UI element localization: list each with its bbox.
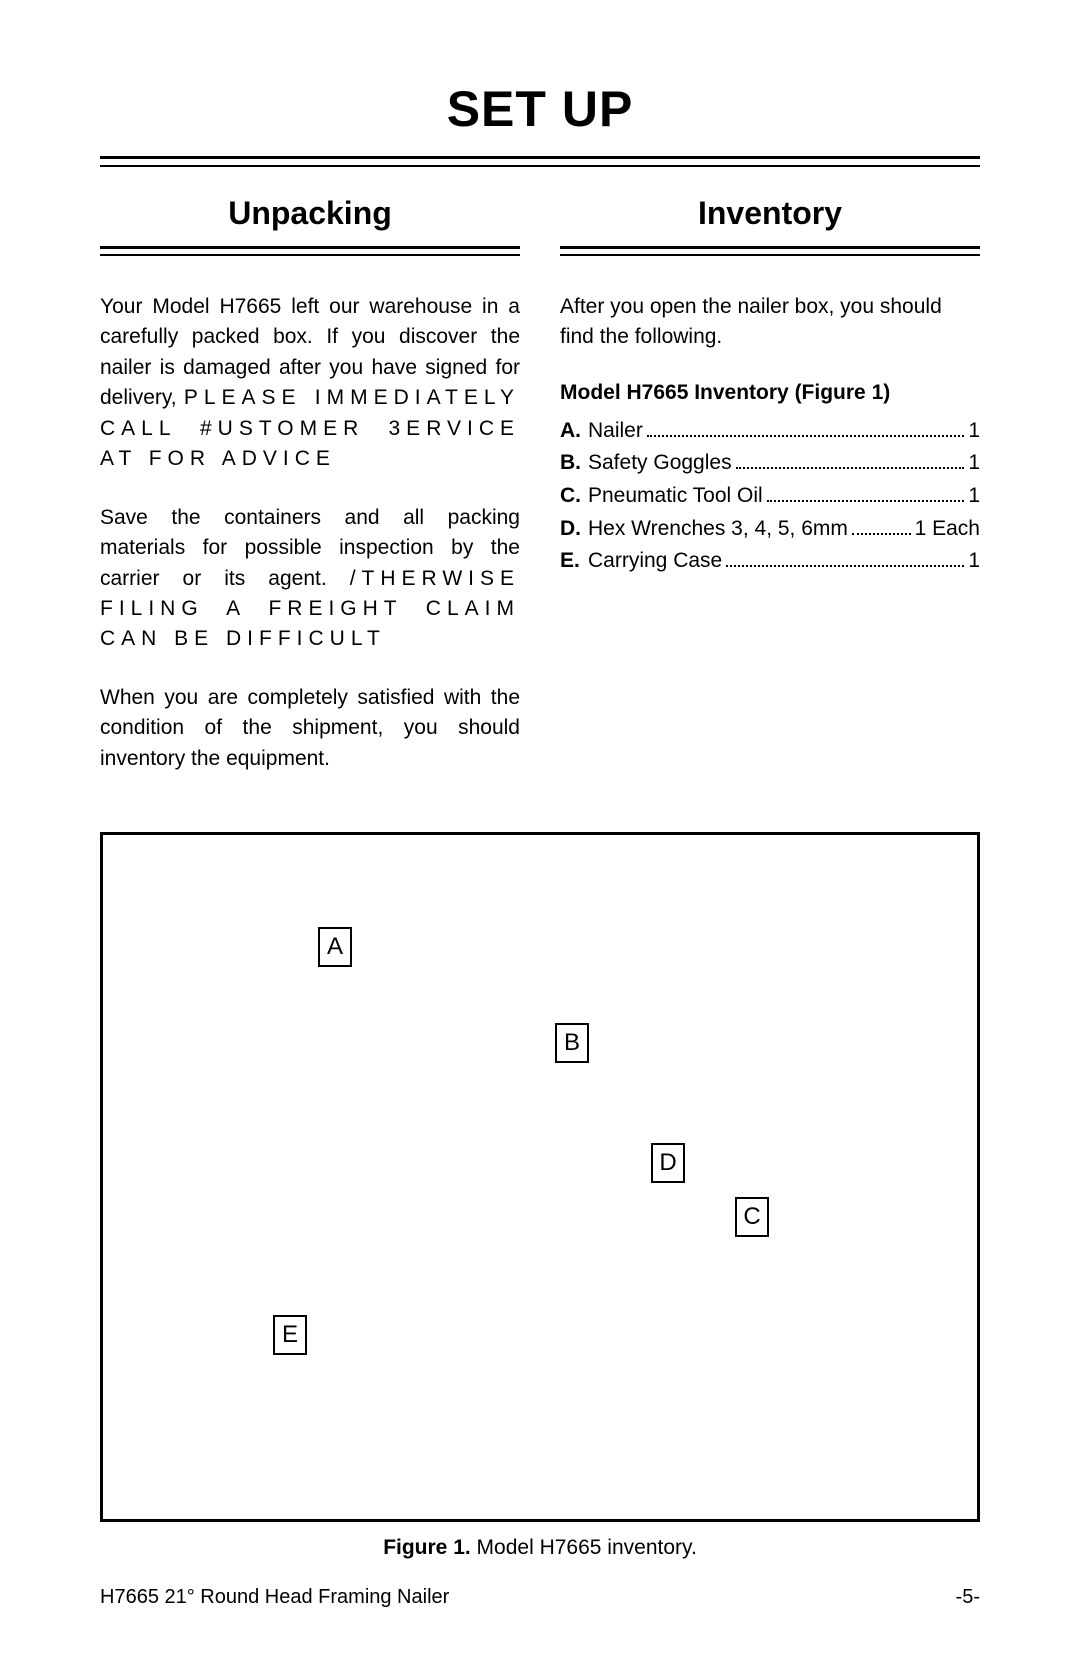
figure-callout: E (273, 1315, 307, 1355)
manual-page: SET UP Unpacking Your Model H7665 left o… (0, 0, 1080, 1669)
figure-caption-bold: Figure 1. (383, 1536, 471, 1559)
inv-qty: 1 (968, 545, 980, 578)
inv-letter: C. (560, 480, 588, 513)
left-column: Unpacking Your Model H7665 left our ware… (100, 195, 520, 802)
inv-qty: 1 Each (915, 513, 980, 546)
figure-callout: D (651, 1143, 685, 1183)
inv-letter: E. (560, 545, 588, 578)
inv-dots (852, 516, 911, 535)
figure-caption: Figure 1. Model H7665 inventory. (100, 1536, 980, 1560)
inv-dots (736, 451, 965, 470)
inv-letter: D. (560, 513, 588, 546)
unpacking-para-2: Save the containers and all packing mate… (100, 503, 520, 655)
rule-top-1 (100, 156, 980, 159)
unpacking-para-3: When you are completely satisfied with t… (100, 683, 520, 774)
figure-box: A B D C E (100, 832, 980, 1522)
inventory-intro: After you open the nailer box, you shoul… (560, 292, 980, 353)
inv-qty: 1 (968, 480, 980, 513)
inventory-item: A. Nailer 1 (560, 415, 980, 448)
inventory-item: C. Pneumatic Tool Oil 1 (560, 480, 980, 513)
inv-name: Hex Wrenches 3, 4, 5, 6mm (588, 513, 848, 546)
figure-callout: A (318, 927, 352, 967)
right-column: Inventory After you open the nailer box,… (560, 195, 980, 802)
inv-name: Safety Goggles (588, 447, 732, 480)
rule-left-1 (100, 246, 520, 249)
inv-dots (726, 548, 964, 567)
inv-name: Nailer (588, 415, 643, 448)
inventory-item: E. Carrying Case 1 (560, 545, 980, 578)
inventory-item: D. Hex Wrenches 3, 4, 5, 6mm 1 Each (560, 513, 980, 546)
figure-caption-text: Model H7665 inventory. (471, 1536, 697, 1559)
inventory-list: A. Nailer 1 B. Safety Goggles 1 C. Pneum… (560, 415, 980, 578)
figure-callout: C (735, 1197, 769, 1237)
inventory-list-heading: Model H7665 Inventory (Figure 1) (560, 381, 980, 405)
unpacking-para-1: Your Model H7665 left our warehouse in a… (100, 292, 520, 475)
inv-qty: 1 (968, 415, 980, 448)
two-column-layout: Unpacking Your Model H7665 left our ware… (100, 195, 980, 802)
rule-left-2 (100, 254, 520, 256)
inv-dots (767, 483, 965, 502)
footer-left: H7665 21° Round Head Framing Nailer (100, 1586, 449, 1609)
figure-callout: B (555, 1023, 589, 1063)
inventory-item: B. Safety Goggles 1 (560, 447, 980, 480)
page-footer: H7665 21° Round Head Framing Nailer -5- (100, 1586, 980, 1609)
inv-letter: A. (560, 415, 588, 448)
inv-qty: 1 (968, 447, 980, 480)
inv-dots (647, 418, 964, 437)
inv-name: Carrying Case (588, 545, 722, 578)
page-title: SET UP (100, 80, 980, 138)
rule-top-2 (100, 165, 980, 167)
inventory-heading: Inventory (560, 195, 980, 232)
rule-right-2 (560, 254, 980, 256)
footer-page-number: -5- (956, 1586, 980, 1609)
unpacking-heading: Unpacking (100, 195, 520, 232)
rule-right-1 (560, 246, 980, 249)
inv-letter: B. (560, 447, 588, 480)
inv-name: Pneumatic Tool Oil (588, 480, 763, 513)
